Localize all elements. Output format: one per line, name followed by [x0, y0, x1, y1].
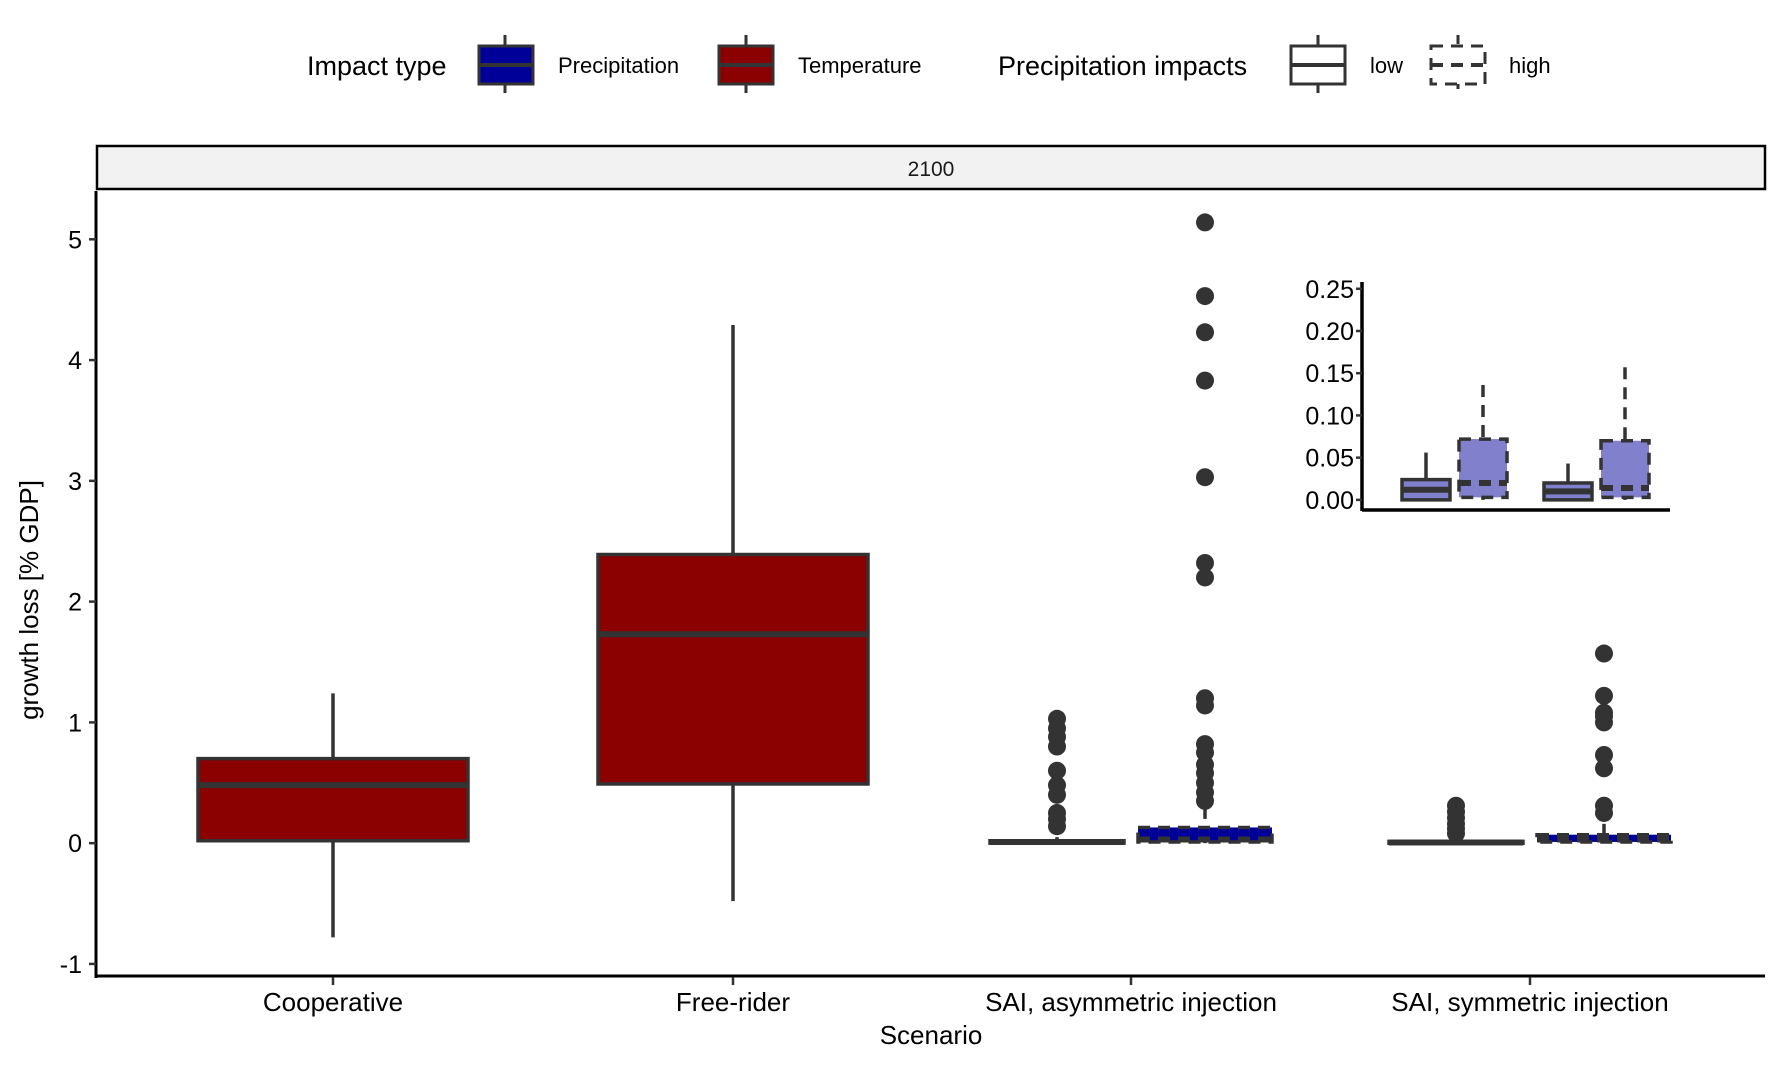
inset-y-tick-label: 0.25 [1305, 276, 1354, 304]
y-tick-label: -1 [60, 951, 82, 979]
outlier-point [1595, 745, 1613, 764]
box-iqr [196, 756, 470, 843]
y-tick-label: 2 [68, 589, 82, 617]
outlier-point [1595, 644, 1613, 663]
outlier-point [1196, 287, 1214, 306]
inset-box-sai-symmetric-injection-low [1542, 463, 1594, 502]
y-tick-label: 1 [68, 709, 82, 737]
outlier-point [1048, 761, 1066, 780]
outlier-point [1595, 703, 1613, 722]
outlier-point [1595, 686, 1613, 705]
inset-y-tick-label: 0.15 [1305, 360, 1354, 388]
inset-box-sai-asymmetric-injection-high [1457, 385, 1509, 500]
box-sai-symmetric-injection-high [1535, 644, 1673, 844]
facet-strip-label: 2100 [908, 158, 955, 181]
x-tick-label: Cooperative [263, 987, 403, 1017]
box-free-rider [596, 325, 870, 902]
legend-label-low: low [1370, 53, 1403, 78]
inset-y-tick-label: 0.10 [1305, 402, 1354, 430]
inset-y-tick-label: 0.00 [1305, 487, 1354, 515]
outlier-point [1196, 568, 1214, 587]
y-tick-label: 4 [68, 347, 82, 375]
main-plot: -1 0 1 2 3 4 5 Cooperative Free-rider SAI, asymme… [60, 213, 1673, 1017]
x-axis-title: Scenario [880, 1020, 983, 1050]
outlier-point [1196, 735, 1214, 754]
outlier-point [1048, 776, 1066, 795]
x-tick-label: SAI, asymmetric injection [985, 987, 1277, 1017]
legend-label-precipitation: Precipitation [558, 53, 679, 78]
y-tick-label: 3 [68, 468, 82, 496]
legend-key-precipitation [477, 35, 535, 93]
outlier-point [1196, 468, 1214, 487]
y-tick-label: 0 [68, 830, 82, 858]
y-axis-title: growth loss [% GDP] [14, 480, 44, 720]
legend-key-low [1289, 35, 1347, 93]
legend-impact-title: Impact type [307, 51, 447, 81]
box-sai-asymmetric-injection-low [988, 709, 1126, 845]
legend-key-temperature [717, 35, 775, 93]
box-iqr [596, 552, 870, 786]
outlier-point [1595, 759, 1613, 778]
legend-key-high [1429, 35, 1487, 93]
inset-y-tick-label: 0.05 [1305, 445, 1354, 473]
outlier-point [1196, 213, 1214, 232]
outlier-point [1196, 689, 1214, 708]
y-tick-label: 5 [68, 226, 82, 254]
legend-label-temperature: Temperature [798, 53, 922, 78]
inset-y-tick-label: 0.20 [1305, 318, 1354, 346]
x-tick-label: Free-rider [676, 987, 790, 1017]
box-sai-symmetric-injection-low [1387, 796, 1525, 846]
legend-precip-title: Precipitation impacts [998, 51, 1247, 81]
inset-box-sai-symmetric-injection-high [1599, 367, 1651, 500]
outlier-point [1447, 796, 1465, 815]
inset-box-sai-asymmetric-injection-low [1400, 452, 1452, 502]
facet-strip [95, 144, 1767, 191]
legend: Impact type Precipitation Temperature Pr… [307, 35, 1551, 93]
outlier-point [1048, 709, 1066, 728]
outlier-point [1196, 553, 1214, 572]
inset-plot: 0.00 0.05 0.10 0.15 0.20 0.25 [1305, 276, 1670, 515]
outlier-point [1196, 371, 1214, 390]
box-cooperative [196, 693, 470, 938]
outlier-point [1595, 796, 1613, 815]
legend-label-high: high [1509, 53, 1551, 78]
outlier-point [1048, 803, 1066, 822]
box-iqr [1457, 437, 1509, 500]
x-tick-label: SAI, symmetric injection [1391, 987, 1668, 1017]
outlier-point [1196, 323, 1214, 342]
box-sai-asymmetric-injection-high [1136, 213, 1274, 844]
